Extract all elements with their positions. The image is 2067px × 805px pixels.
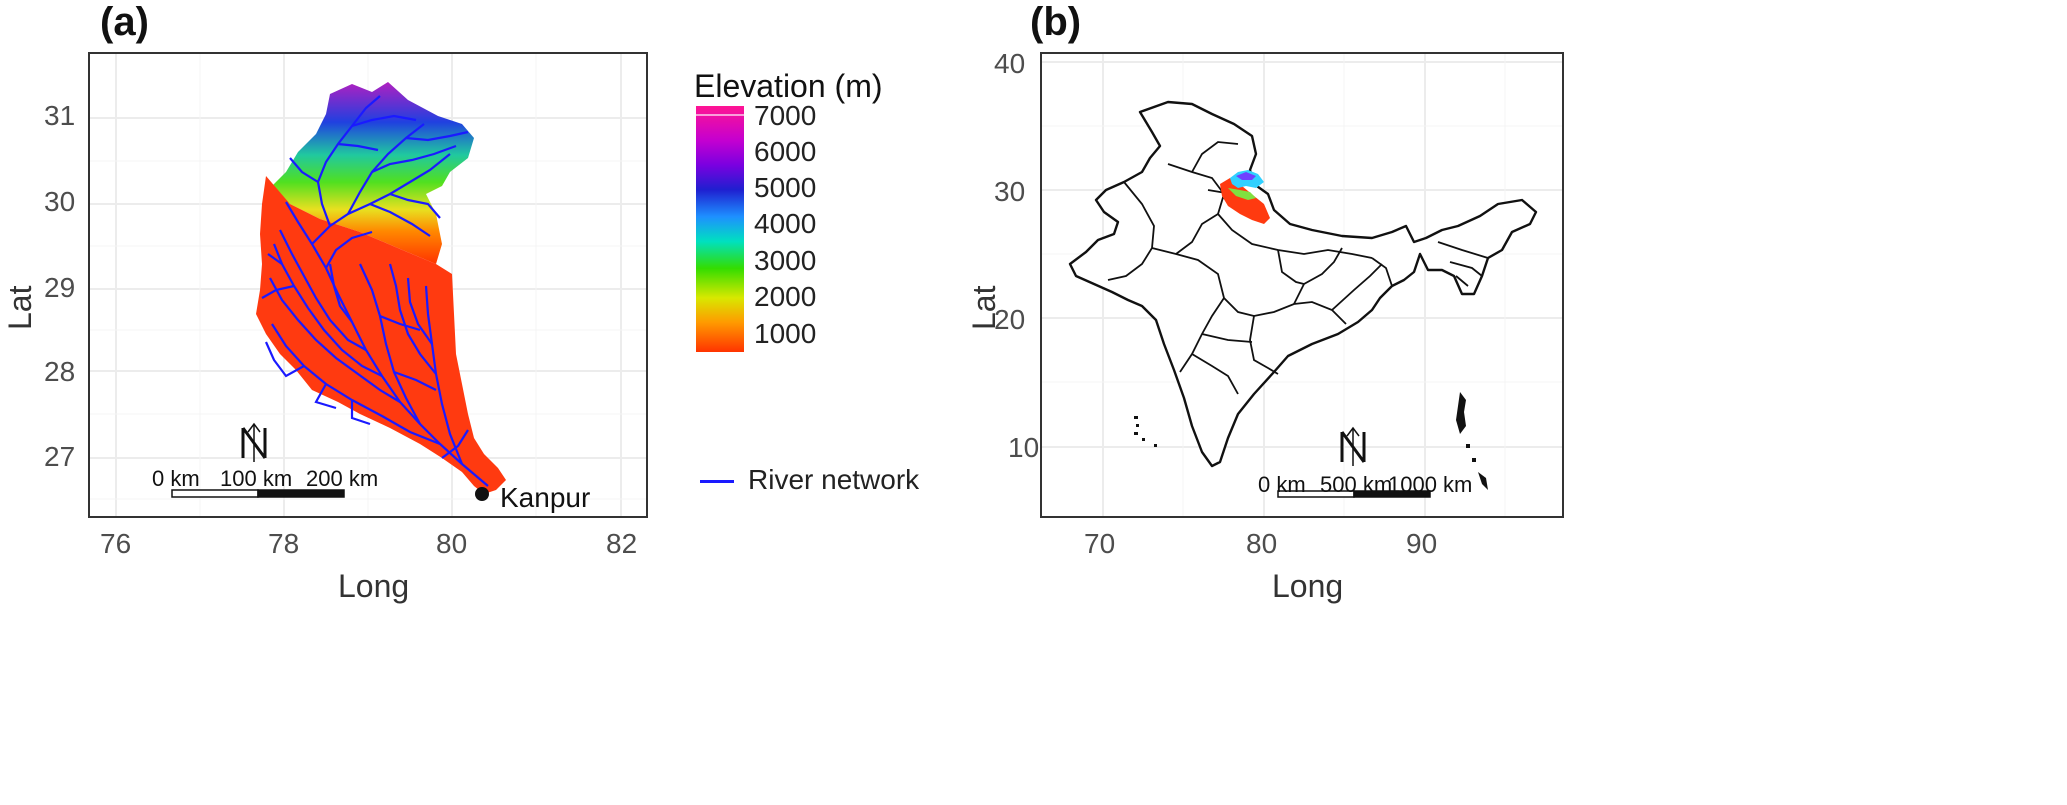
scale-label-0: 0 km — [152, 466, 200, 491]
y-tick: 10 — [1008, 432, 1040, 463]
legend-tick: 6000 — [754, 136, 817, 167]
y-tick: 27 — [44, 441, 76, 472]
north-arrow-icon — [241, 422, 267, 462]
scale-label-0: 0 km — [1258, 472, 1306, 497]
y-tick: 30 — [994, 176, 1026, 207]
y-tick: 20 — [994, 304, 1026, 335]
legend-tick: 5000 — [754, 172, 817, 203]
y-axis-title: Lat — [966, 285, 1002, 330]
river-legend-key — [700, 480, 734, 483]
river-legend-label: River network — [748, 464, 920, 495]
map-panel-a-canvas — [90, 54, 646, 516]
scale-bar — [1277, 490, 1431, 498]
river-network — [261, 95, 489, 487]
scale-label-1000: 1000 km — [1388, 472, 1473, 497]
x-tick: 76 — [100, 528, 132, 559]
scale-bar — [171, 489, 345, 498]
legend-tick: 4000 — [754, 208, 817, 239]
map-panel-a: 0 km 100 km 200 km Kanpur — [88, 52, 648, 518]
y-tick: 30 — [44, 186, 76, 217]
y-axis-title: Lat — [2, 285, 38, 330]
x-axis-title: Long — [1272, 568, 1344, 604]
x-axis-title: Long — [338, 568, 410, 604]
elevation-colorbar — [696, 106, 744, 352]
x-tick: 90 — [1406, 528, 1438, 559]
kanpur-point — [475, 487, 489, 501]
legend-tick: 7000 — [754, 100, 817, 131]
x-tick: 78 — [268, 528, 300, 559]
y-tick: 29 — [44, 272, 76, 303]
y-tick: 28 — [44, 356, 76, 387]
elevation-legend-title: Elevation (m) — [694, 68, 883, 104]
scale-label-500: 500 km — [1320, 472, 1393, 497]
islands — [1134, 392, 1488, 490]
legend-tick: 1000 — [754, 318, 817, 349]
basin-upland — [272, 82, 474, 264]
x-tick: 82 — [606, 528, 638, 559]
legend-tick: 3000 — [754, 245, 817, 276]
scale-label-200: 200 km — [306, 466, 379, 491]
map-panel-b: 0 km 500 km 1000 km — [1040, 52, 1564, 518]
legend-tick: 2000 — [754, 281, 817, 312]
x-tick: 80 — [1246, 528, 1278, 559]
map-panel-b-canvas — [1042, 54, 1562, 516]
x-tick: 70 — [1084, 528, 1116, 559]
state-boundaries — [1107, 141, 1489, 395]
panel-b-label: (b) — [1030, 0, 1082, 44]
x-tick: 80 — [436, 528, 468, 559]
scale-label-100: 100 km — [220, 466, 293, 491]
outlet-label: Kanpur — [500, 482, 591, 513]
north-arrow-icon — [1340, 426, 1366, 466]
panel-a-label: (a) — [100, 0, 149, 44]
y-tick: 40 — [994, 48, 1026, 79]
y-tick: 31 — [44, 100, 76, 131]
